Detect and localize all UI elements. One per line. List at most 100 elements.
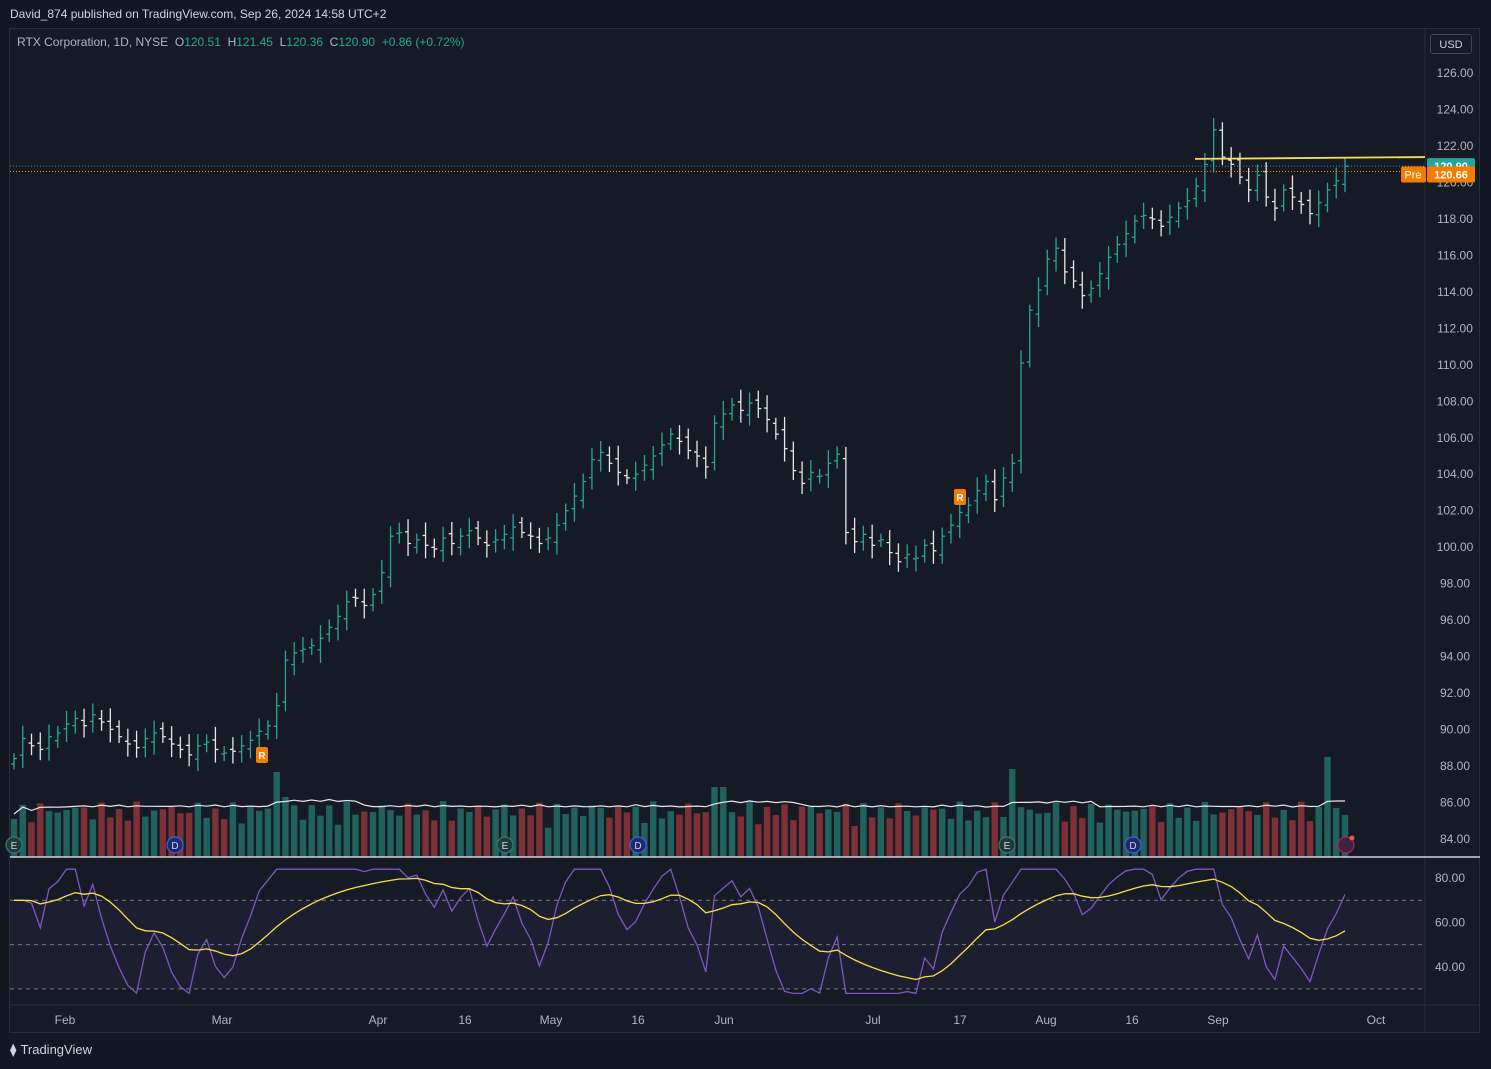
y-tick-label: 102.00 [1437,504,1474,518]
dividend-marker-label: D [171,841,178,852]
volume-bar [1070,806,1077,857]
x-tick-label: Aug [1035,1013,1056,1027]
volume-bar [763,806,771,857]
volume-bar [1140,808,1147,857]
volume-bar [448,820,456,857]
x-tick-label: Feb [55,1013,76,1027]
volume-bar [1061,821,1068,857]
x-tick-label: 16 [1125,1013,1139,1027]
volume-bar [895,803,902,857]
y-tick-label: 116.00 [1437,249,1473,263]
volume-bar [159,809,167,857]
earnings-marker-label: E [502,841,509,852]
x-tick-label: Apr [369,1013,388,1027]
y-tick-label: 84.00 [1440,832,1470,846]
volume-bar [1157,821,1165,857]
volume-bar [282,797,289,857]
x-tick-label: 16 [631,1013,645,1027]
y-tick-label: 98.00 [1440,577,1470,591]
volume-bar [422,810,429,857]
volume-bar [746,801,753,857]
volume-bar [886,818,893,857]
y-tick-label: 118.00 [1437,212,1473,226]
y-tick-label: 106.00 [1437,431,1474,445]
volume-bar [396,815,403,857]
volume-bar [536,802,543,857]
volume-bar [632,806,639,857]
volume-bar [728,812,736,857]
volume-bar [544,827,552,857]
r-marker-label: R [258,751,266,762]
volume-bar [553,803,561,857]
volume-bar [991,802,998,857]
volume-bar [133,801,140,857]
volume-bar [177,813,184,857]
volume-bar [1087,803,1095,857]
volume-bar [851,826,858,857]
y-tick-label: 104.00 [1437,467,1474,481]
footer-brand-text: TradingView [20,1042,92,1057]
y-tick-label: 110.00 [1437,358,1473,372]
volume-bar [474,805,482,857]
volume-bar [466,811,473,857]
currency-button[interactable]: USD [1430,34,1472,54]
volume-bar [19,804,26,857]
legend-low: 120.36 [286,35,323,49]
chart-panel[interactable] [9,28,1480,1033]
volume-bar [860,803,867,857]
volume-bar [912,815,920,857]
tradingview-logo-icon: ⧫ [10,1042,17,1057]
legend-high-label: H [227,35,237,49]
volume-ma-line [13,798,1345,815]
volume-bar [273,772,280,857]
volume-bar [807,806,815,857]
volume-bar [1131,810,1139,857]
y-tick-label: 90.00 [1440,722,1470,736]
volume-bar [1289,820,1296,857]
volume-bar [212,808,219,857]
volume-bar [308,805,315,857]
earnings-marker-label: E [11,841,18,852]
volume-bar [1052,802,1060,857]
dividend-marker [1124,836,1142,854]
y-tick-label: 124.00 [1437,103,1474,117]
volume-bar [264,808,272,857]
earnings-marker-label: E [1004,841,1011,852]
volume-bar [1096,822,1104,857]
volume-bar [825,809,832,857]
volume-bar [842,803,850,857]
y-tick-label: 86.00 [1440,795,1470,809]
y-tick-label: 92.00 [1440,686,1470,700]
rsi-tick-label: 80.00 [1435,871,1465,885]
volume-bar [45,811,53,857]
volume-bar [1009,769,1016,857]
symbol-legend[interactable]: RTX Corporation, 1D, NYSE O120.51 H121.4… [17,35,464,49]
volume-bar [72,807,79,857]
pre-price-label: 120.66 [1434,170,1468,182]
volume-bar [1245,811,1252,857]
x-tick-label: 17 [953,1013,967,1027]
volume-bar [238,823,245,857]
volume-bar [387,810,394,857]
volume-bar [168,807,175,857]
volume-bar [1122,811,1130,857]
volume-bar [255,810,263,857]
dividend-marker-label: D [1129,841,1136,852]
volume-bar [606,817,613,857]
flash-event-icon [1337,836,1355,854]
rsi-tick-label: 60.00 [1435,915,1465,929]
earnings-marker [496,836,514,854]
r-marker [954,489,966,505]
x-tick-label: 16 [458,1013,472,1027]
volume-bar [1306,821,1314,857]
volume-bar [720,787,727,857]
volume-bar [798,806,806,857]
volume-bar [150,810,158,857]
volume-bar [685,803,692,857]
footer-brand[interactable]: ⧫ TradingView [10,1042,92,1058]
x-tick-label: Jul [865,1013,880,1027]
y-tick-label: 126.00 [1437,66,1474,80]
x-tick-label: Sep [1207,1013,1229,1027]
x-tick-label: Oct [1367,1013,1386,1027]
